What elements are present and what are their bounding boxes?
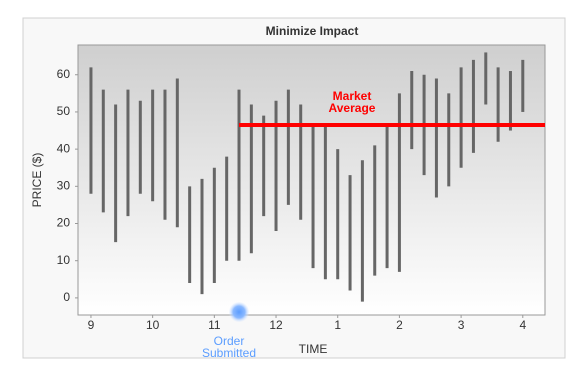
chart-title: Minimize Impact xyxy=(266,24,359,38)
x-tick-label: 4 xyxy=(519,318,526,332)
market-average-label: Market xyxy=(333,89,372,103)
market-average-label: Average xyxy=(329,101,376,115)
order-label: Order xyxy=(214,334,245,348)
x-tick-label: 1 xyxy=(334,318,341,332)
x-tick-label: 12 xyxy=(269,318,283,332)
x-tick-label: 11 xyxy=(208,318,221,332)
x-tick-label: 9 xyxy=(88,318,95,332)
y-tick-label: 0 xyxy=(63,290,70,304)
plot-area xyxy=(77,44,546,316)
order-marker xyxy=(229,302,250,322)
x-tick-label: 3 xyxy=(458,318,465,332)
y-axis-label: PRICE ($) xyxy=(30,153,44,208)
y-tick-label: 50 xyxy=(57,104,71,118)
x-tick-label: 10 xyxy=(146,318,160,332)
y-tick-label: 10 xyxy=(57,253,71,267)
y-tick-label: 30 xyxy=(57,178,71,192)
y-tick-label: 40 xyxy=(57,141,71,155)
x-tick-label: 2 xyxy=(396,318,403,332)
y-tick-label: 20 xyxy=(57,216,71,230)
order-label: Submitted xyxy=(202,346,256,360)
y-tick-label: 60 xyxy=(57,67,71,81)
x-axis-label: TIME xyxy=(299,342,328,356)
